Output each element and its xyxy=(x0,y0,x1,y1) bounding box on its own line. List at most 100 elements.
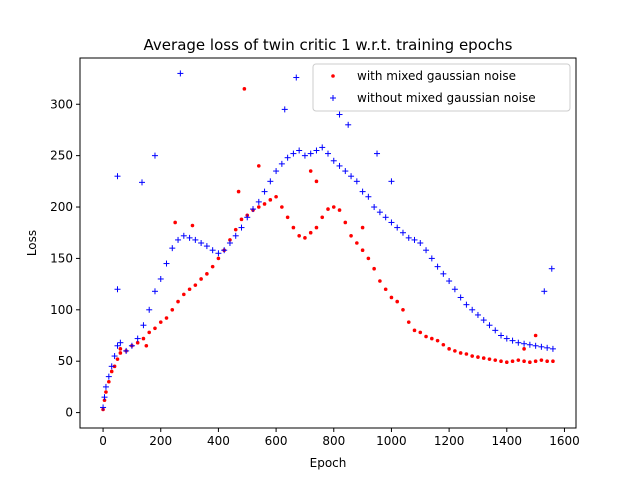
data-point xyxy=(440,270,447,277)
data-point xyxy=(337,208,342,212)
data-point xyxy=(313,147,320,154)
data-point xyxy=(551,359,555,363)
data-point xyxy=(342,168,349,175)
data-point xyxy=(383,287,388,292)
legend-marker-symbol xyxy=(331,74,335,78)
data-point xyxy=(290,150,297,157)
data-point xyxy=(102,398,107,403)
legend-box xyxy=(312,63,571,112)
x-tick-label: 800 xyxy=(322,434,345,448)
data-point xyxy=(114,342,121,349)
data-point xyxy=(474,311,481,318)
data-point xyxy=(314,179,319,184)
data-point xyxy=(401,308,405,312)
data-point xyxy=(526,341,533,348)
data-point xyxy=(510,359,515,363)
data-point xyxy=(405,234,412,241)
y-axis-label: Loss xyxy=(25,230,39,256)
data-point xyxy=(256,205,261,209)
data-point xyxy=(158,320,163,324)
data-point xyxy=(515,339,522,346)
data-point xyxy=(434,263,441,270)
data-point xyxy=(108,363,115,370)
data-point xyxy=(382,214,389,221)
data-point xyxy=(522,347,526,351)
data-point xyxy=(371,204,378,211)
y-tick-label: 50 xyxy=(58,354,73,368)
data-point xyxy=(539,358,544,362)
data-point xyxy=(388,219,395,226)
data-point xyxy=(226,240,233,246)
data-point xyxy=(325,150,331,157)
data-point xyxy=(336,111,343,118)
data-point xyxy=(509,337,516,344)
data-point xyxy=(480,317,487,324)
data-point xyxy=(190,223,195,228)
data-point xyxy=(476,355,480,359)
data-point xyxy=(453,349,457,353)
data-point xyxy=(281,106,288,113)
y-tick-label: 250 xyxy=(50,149,73,163)
data-point xyxy=(182,292,186,297)
data-point xyxy=(532,342,539,349)
data-point xyxy=(242,87,247,91)
data-point xyxy=(355,241,359,245)
data-point xyxy=(135,340,140,345)
data-point xyxy=(545,359,549,363)
data-point xyxy=(163,260,170,267)
y-tick-label: 0 xyxy=(65,406,73,420)
y-tick-label: 200 xyxy=(50,200,73,214)
data-point xyxy=(303,236,307,240)
y-tick-label: 300 xyxy=(50,97,73,111)
x-axis-label: Epoch xyxy=(310,456,347,470)
data-point xyxy=(180,232,187,239)
data-point xyxy=(274,194,278,199)
data-point xyxy=(360,248,365,252)
data-point xyxy=(522,359,526,363)
data-point xyxy=(378,279,382,283)
data-point xyxy=(114,286,121,293)
data-point xyxy=(244,214,251,221)
legend-label-without-noise: without mixed gaussian noise xyxy=(357,91,536,105)
data-point xyxy=(164,316,169,320)
data-point xyxy=(548,265,555,272)
data-point xyxy=(359,188,366,195)
data-point xyxy=(228,238,232,242)
data-point xyxy=(451,286,458,293)
legend-marker-with-noise xyxy=(331,74,335,78)
x-tick-label: 1200 xyxy=(434,434,465,448)
data-point xyxy=(176,299,180,304)
x-tick-label: 1400 xyxy=(492,434,523,448)
data-point xyxy=(146,306,153,313)
data-point xyxy=(216,256,221,261)
data-point xyxy=(198,240,205,246)
data-point xyxy=(293,74,300,81)
series-0 xyxy=(101,87,555,412)
x-tick-label: 600 xyxy=(265,434,288,448)
data-point xyxy=(301,152,308,159)
data-point xyxy=(128,342,135,349)
data-point xyxy=(376,209,383,216)
data-point xyxy=(256,164,261,168)
data-point xyxy=(175,236,182,243)
data-point xyxy=(374,150,381,157)
data-point xyxy=(308,230,313,235)
data-point xyxy=(255,198,262,205)
data-point xyxy=(291,225,296,230)
data-point xyxy=(307,150,314,157)
data-point xyxy=(544,344,551,351)
data-point xyxy=(192,236,199,243)
legend-marker-symbol xyxy=(330,95,336,101)
data-point xyxy=(193,283,198,287)
data-point xyxy=(418,330,423,335)
data-point xyxy=(487,357,492,361)
data-point xyxy=(262,202,267,206)
plot-area-frame xyxy=(79,57,577,429)
data-point xyxy=(140,322,147,329)
data-point xyxy=(319,144,326,151)
data-point xyxy=(533,359,538,363)
legend-marker-without-noise xyxy=(330,95,336,101)
x-tick-label: 1000 xyxy=(376,434,407,448)
